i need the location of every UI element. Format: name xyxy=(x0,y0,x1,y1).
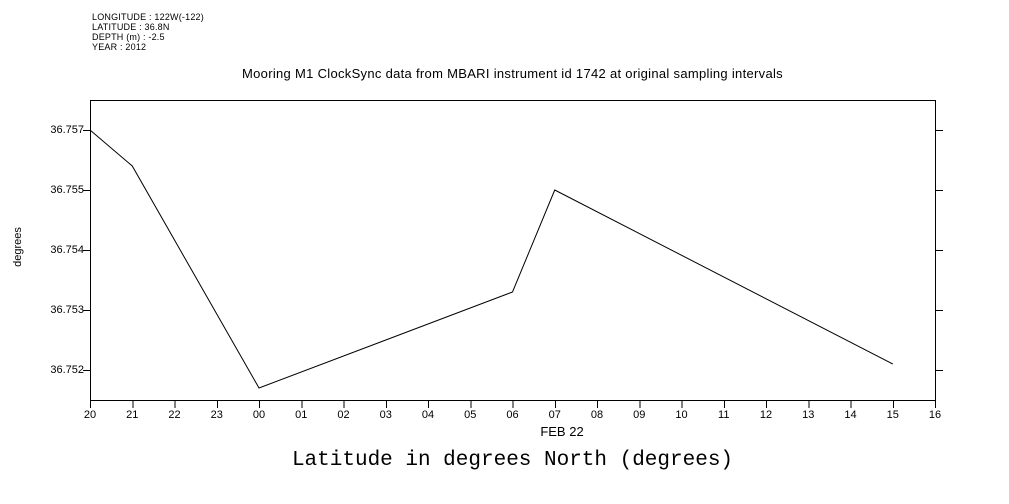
chart-title: Mooring M1 ClockSync data from MBARI ins… xyxy=(242,66,783,81)
metadata-year: YEAR : 2012 xyxy=(92,42,147,52)
figure-caption: Latitude in degrees North (degrees) xyxy=(291,449,734,472)
x-axis-date-label: FEB 22 xyxy=(540,424,584,439)
metadata-depth: DEPTH (m) : -2.5 xyxy=(92,32,165,42)
metadata-block: LONGITUDE : 122W(-122) LATITUDE : 36.8N … xyxy=(92,12,204,52)
metadata-latitude: LATITUDE : 36.8N xyxy=(92,22,170,32)
metadata-longitude: LONGITUDE : 122W(-122) xyxy=(92,12,204,22)
data-series-line xyxy=(89,129,893,389)
